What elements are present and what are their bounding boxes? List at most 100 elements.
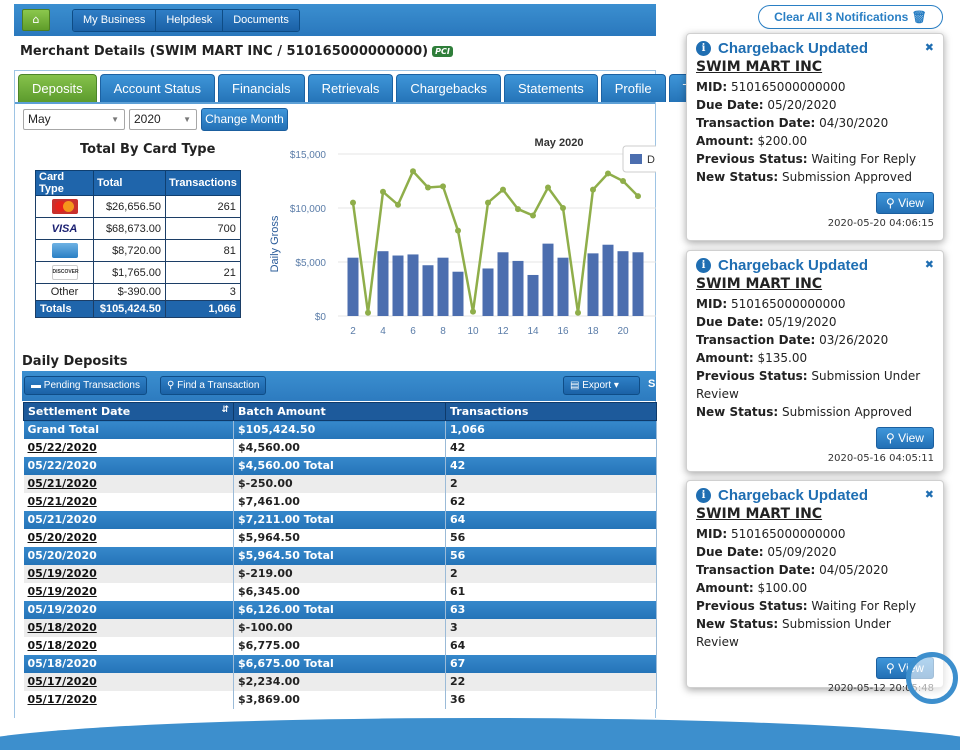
settlement-date: 05/18/2020	[23, 654, 234, 673]
nav-my-business[interactable]: My Business	[73, 10, 157, 31]
close-icon[interactable]: ✖	[924, 41, 934, 54]
nav-helpdesk[interactable]: Helpdesk	[156, 10, 224, 31]
chart-point	[515, 206, 521, 213]
export-button[interactable]: ▤ Export ▾	[563, 376, 640, 395]
col-batch-amount[interactable]: Batch Amount	[233, 402, 446, 421]
clear-all-notifications-button[interactable]: Clear All 3 Notifications 🗑	[758, 5, 943, 29]
card-transactions: 700	[165, 217, 241, 240]
chart-point	[545, 184, 551, 191]
prev-value: Waiting For Reply	[811, 152, 917, 166]
card-transactions: 81	[165, 239, 241, 262]
search-icon: ⚲	[886, 431, 895, 445]
totals-amount: $105,424.50	[93, 300, 166, 318]
settlement-date-link[interactable]: 05/18/2020	[27, 621, 97, 634]
year-value: 2020	[134, 112, 161, 126]
card-total: $1,765.00	[93, 261, 166, 284]
nav-documents[interactable]: Documents	[223, 10, 299, 31]
notification-timestamp: 2020-05-12 20:05:48	[827, 683, 934, 694]
settlement-date-link[interactable]: 05/22/2020	[27, 441, 97, 454]
chart-series-line	[351, 169, 639, 313]
tab-profile[interactable]: Profile	[600, 74, 666, 102]
find-transaction-button[interactable]: ⚲ Find a Transaction	[160, 376, 267, 395]
month-select[interactable]: May ▼	[23, 109, 125, 130]
chart-legend-label: D	[647, 154, 655, 166]
close-icon[interactable]: ✖	[924, 258, 934, 271]
visa-icon: VISA	[35, 217, 94, 240]
chart-point	[620, 178, 626, 184]
settlement-date-link[interactable]: 05/19/2020	[27, 567, 97, 580]
chart-legend-swatch	[630, 154, 642, 164]
table-row: $26,656.50 261	[35, 195, 241, 218]
new-value: Submission Approved	[781, 170, 913, 184]
chart-point	[575, 309, 581, 316]
chart-point	[365, 309, 371, 316]
chart-x-tick-label: 18	[587, 326, 599, 337]
chart-bar	[542, 243, 554, 316]
search-icon: ⚲	[886, 196, 895, 210]
notification-mid: MID: 510165000000000	[696, 525, 934, 543]
txdate-label: Transaction Date:	[696, 116, 816, 130]
txdate-value: 03/26/2020	[819, 333, 889, 347]
settlement-date-link[interactable]: 05/21/2020	[27, 495, 97, 508]
settlement-date-link[interactable]: 05/17/2020	[27, 693, 97, 706]
new-label: New Status:	[696, 170, 779, 184]
amex-icon	[35, 239, 94, 262]
settlement-date-link[interactable]: 05/19/2020	[27, 585, 97, 598]
transaction-count: 62	[445, 492, 657, 511]
new-label: New Status:	[696, 617, 779, 631]
close-icon[interactable]: ✖	[924, 488, 934, 501]
discover-logo: DISCOVER	[51, 265, 79, 280]
chart-point	[500, 186, 506, 193]
totals-transactions: 1,066	[165, 300, 241, 318]
tab-statements[interactable]: Statements	[503, 74, 598, 102]
change-month-button[interactable]: Change Month	[201, 108, 288, 131]
totals-label: Totals	[35, 300, 94, 318]
trash-icon: 🗑	[911, 10, 927, 24]
batch-amount: $7,211.00 Total	[233, 510, 446, 529]
daily-deposits-table: Settlement Date ⇵ Batch Amount Transactio…	[23, 402, 657, 709]
notification-header: i Chargeback Updated	[696, 40, 934, 57]
chat-bubble-button[interactable]	[906, 652, 958, 704]
settlement-date-link[interactable]: 05/17/2020	[27, 675, 97, 688]
chart-bar	[422, 265, 434, 316]
batch-amount: $5,964.50	[233, 528, 446, 547]
settlement-date-link[interactable]: 05/20/2020	[27, 531, 97, 544]
tab-account-status[interactable]: Account Status	[99, 74, 216, 102]
due-value: 05/19/2020	[767, 315, 837, 329]
batch-amount: $3,869.00	[233, 690, 446, 709]
settlement-date: 05/18/2020	[23, 636, 234, 655]
tab-deposits[interactable]: Deposits	[18, 74, 97, 102]
pending-transactions-button[interactable]: ▬ Pending Transactions	[24, 376, 147, 395]
grand-total-label: Grand Total	[23, 420, 234, 439]
notification-merchant[interactable]: SWIM MART INC	[696, 506, 823, 522]
amount-value: $100.00	[757, 581, 808, 595]
notification-merchant[interactable]: SWIM MART INC	[696, 59, 823, 75]
notification-previous-status: Previous Status: Waiting For Reply	[696, 597, 934, 615]
notification-merchant[interactable]: SWIM MART INC	[696, 276, 823, 292]
col-transactions[interactable]: Transactions	[445, 402, 657, 421]
amount-value: $135.00	[757, 351, 808, 365]
notification-mid: MID: 510165000000000	[696, 78, 934, 96]
tab-chargebacks[interactable]: Chargebacks	[396, 74, 501, 102]
prev-label: Previous Status:	[696, 369, 808, 383]
home-button[interactable]: ⌂	[22, 9, 50, 31]
settlement-date: 05/19/2020	[23, 600, 234, 619]
view-button[interactable]: ⚲ View	[876, 427, 934, 449]
find-transaction-label: Find a Transaction	[177, 380, 260, 391]
view-button[interactable]: ⚲ View	[876, 192, 934, 214]
tab-retrievals[interactable]: Retrievals	[307, 74, 394, 102]
notification-timestamp: 2020-05-16 04:05:11	[827, 453, 934, 464]
settlement-date-link[interactable]: 05/21/2020	[27, 477, 97, 490]
chart-point	[560, 205, 566, 211]
transaction-count: 42	[445, 456, 657, 475]
totals-row: Totals $105,424.50 1,066	[35, 300, 241, 318]
settlement-date-link[interactable]: 05/18/2020	[27, 639, 97, 652]
tab-financials[interactable]: Financials	[218, 74, 305, 102]
col-settlement-date[interactable]: Settlement Date ⇵	[23, 402, 234, 421]
year-select[interactable]: 2020 ▼	[129, 109, 197, 130]
settlement-date: 05/18/2020	[23, 618, 234, 637]
settlement-date: 05/17/2020	[23, 672, 234, 691]
chart-x-tick-label: 20	[617, 326, 629, 337]
card-transactions: 261	[165, 195, 241, 218]
chart-point	[470, 308, 476, 315]
